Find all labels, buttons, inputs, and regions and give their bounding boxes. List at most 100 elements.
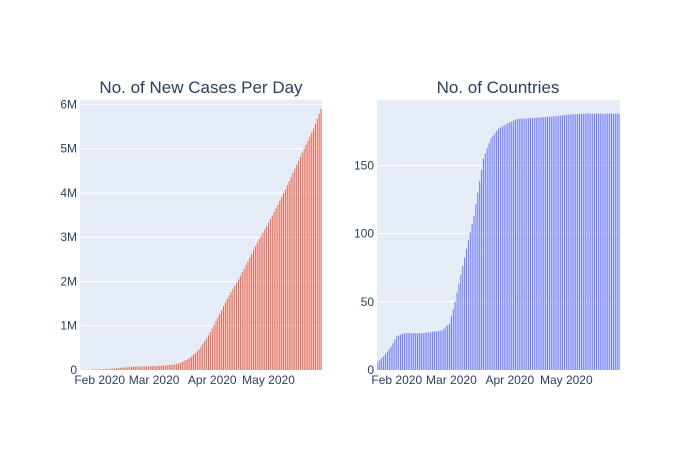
bar-2020-04-23	[253, 250, 255, 370]
bar-2020-05-04	[273, 211, 275, 370]
bar-2020-04-09	[524, 118, 526, 370]
bar-2020-04-02	[511, 121, 513, 370]
bar-2020-02-12	[416, 333, 419, 370]
bar-2020-05-02	[567, 114, 569, 370]
bar-2020-03-26	[497, 128, 500, 370]
bar-2020-03-15	[477, 192, 479, 370]
bar-2020-04-05	[516, 119, 518, 370]
bar-2020-05-28	[616, 113, 618, 370]
y-tick-label: 6M	[60, 97, 77, 111]
y-tick-label: 0	[70, 363, 77, 377]
bar-2020-02-19	[430, 332, 432, 370]
bar-2020-04-18	[541, 117, 543, 370]
bar-2020-02-14	[123, 367, 125, 370]
bar-2020-04-23	[550, 116, 552, 370]
bar-2020-03-05	[458, 283, 460, 370]
x-tick-label: Apr 2020	[485, 373, 534, 387]
bar-2020-04-17	[241, 272, 243, 370]
bar-2020-03-05	[161, 365, 163, 370]
bar-2020-05-01	[565, 114, 567, 370]
y-tick-label: 0	[367, 363, 374, 377]
bar-2020-03-01	[450, 316, 452, 370]
bar-2020-03-11	[469, 232, 471, 370]
bar-2020-02-03	[400, 334, 402, 370]
bar-2020-02-23	[140, 366, 142, 370]
bar-2020-05-27	[614, 113, 616, 370]
bar-2020-05-08	[578, 113, 581, 370]
bar-2020-05-13	[290, 176, 292, 370]
bar-2020-04-02	[213, 324, 215, 370]
bar-2020-03-14	[475, 204, 477, 370]
countries-chart: No. of Countries 0 50 100 150 Feb 2020 Mar 20…	[354, 78, 620, 387]
bar-2020-03-18	[185, 360, 187, 370]
bar-2020-05-15	[592, 113, 594, 370]
bar-2020-04-18	[243, 268, 245, 370]
bar-2020-05-23	[309, 136, 311, 370]
bar-2020-05-15	[294, 168, 296, 370]
bar-2020-04-15	[535, 117, 537, 370]
bar-2020-04-22	[548, 116, 550, 371]
bar-2020-05-21	[305, 144, 307, 370]
y-tick-label: 1M	[60, 319, 77, 333]
bar-2020-01-24	[381, 358, 383, 370]
bar-2020-03-29	[206, 338, 208, 370]
bar-2020-04-15	[238, 279, 240, 370]
bar-2020-02-02	[101, 369, 103, 370]
bar-2020-05-10	[284, 189, 286, 370]
bar-2020-05-25	[611, 113, 613, 370]
bar-2020-05-24	[311, 132, 313, 370]
bar-2020-03-22	[490, 138, 492, 370]
bar-2020-05-18	[299, 156, 301, 370]
bar-2020-03-15	[179, 362, 181, 370]
bar-2020-03-02	[452, 309, 454, 370]
bar-2020-02-20	[432, 331, 434, 370]
bar-2020-05-14	[590, 113, 592, 370]
bar-2020-03-12	[471, 224, 473, 370]
bar-2020-02-05	[106, 368, 108, 370]
y-tick-label: 50	[361, 295, 375, 309]
bar-2020-05-07	[577, 114, 579, 370]
bar-2020-04-03	[215, 321, 217, 370]
bar-2020-04-21	[249, 257, 251, 370]
bar-2020-02-02	[398, 335, 400, 370]
bar-2020-02-05	[403, 333, 405, 370]
bar-2020-03-20	[486, 148, 488, 370]
bar-2020-04-19	[543, 117, 545, 371]
bar-2020-03-14	[177, 363, 179, 370]
bar-2020-02-20	[134, 366, 136, 370]
bar-2020-02-12	[119, 367, 121, 370]
bar-2020-05-06	[277, 204, 279, 370]
bar-2020-05-14	[292, 172, 294, 370]
bar-2020-03-25	[496, 131, 498, 370]
bar-2020-04-25	[256, 242, 258, 370]
bar-2020-04-24	[254, 246, 256, 370]
bar-2020-02-27	[445, 327, 447, 370]
bar-2020-03-16	[479, 181, 481, 370]
bar-2020-05-20	[303, 148, 305, 370]
bar-2020-04-05	[219, 313, 221, 370]
bar-2020-05-11	[286, 185, 288, 370]
bar-2020-03-24	[494, 133, 496, 370]
bar-2020-04-27	[260, 235, 262, 370]
bar-2020-05-10	[582, 113, 584, 370]
bar-2020-04-20	[545, 117, 547, 370]
bar-2020-02-19	[132, 366, 134, 370]
y-tick-label: 3M	[60, 230, 77, 244]
bar-2020-05-06	[575, 114, 577, 371]
bar-2020-01-23	[379, 360, 381, 370]
bar-2020-05-12	[288, 181, 290, 370]
bar-2020-04-13	[234, 285, 236, 370]
bar-2020-03-20	[189, 358, 191, 370]
bar-2020-03-07	[164, 365, 166, 370]
bar-2020-05-27	[316, 118, 318, 370]
bar-2020-02-10	[413, 333, 415, 370]
bar-2020-04-11	[528, 118, 530, 371]
bar-2020-02-13	[418, 333, 420, 370]
bar-2020-04-30	[563, 115, 565, 370]
bar-2020-03-10	[467, 240, 469, 370]
bar-2020-03-28	[501, 126, 503, 370]
bar-2020-05-16	[594, 113, 596, 370]
bar-2020-03-16	[181, 361, 183, 370]
bar-2020-03-30	[207, 335, 210, 370]
bar-2020-01-31	[394, 339, 396, 370]
